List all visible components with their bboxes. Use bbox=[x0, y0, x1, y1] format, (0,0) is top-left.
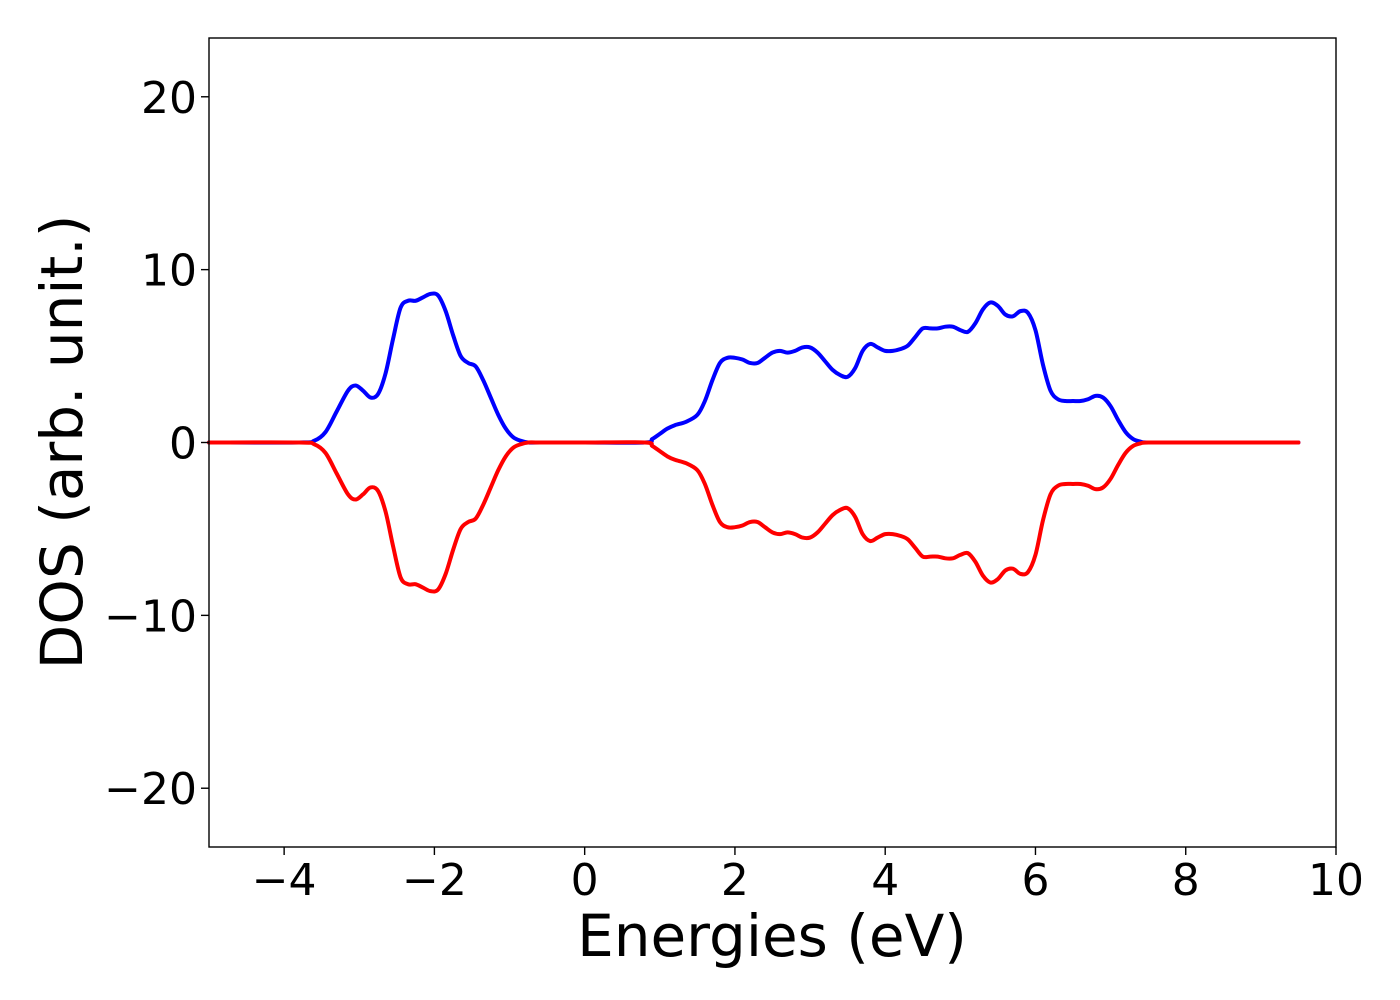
y-axis-label: DOS (arb. unit.) bbox=[28, 215, 96, 670]
x-axis-ticks: −4 −2 0 2 4 6 8 10 bbox=[252, 847, 1364, 906]
series-line-up bbox=[207, 291, 1301, 445]
x-tick-label: 2 bbox=[721, 855, 749, 906]
y-tick-label: −20 bbox=[104, 764, 197, 815]
y-axis-ticks: −20 −10 0 10 20 bbox=[104, 73, 209, 815]
y-tick-label: 10 bbox=[141, 246, 197, 297]
x-tick-label: 4 bbox=[871, 855, 899, 906]
x-tick-label: −4 bbox=[252, 855, 317, 906]
x-tick-label: −2 bbox=[402, 855, 467, 906]
y-tick-label: 0 bbox=[169, 419, 197, 470]
x-tick-label: 10 bbox=[1308, 855, 1364, 906]
y-tick-label: 20 bbox=[141, 73, 197, 124]
x-tick-label: 6 bbox=[1021, 855, 1049, 906]
y-tick-label: −10 bbox=[104, 591, 197, 642]
x-tick-label: 8 bbox=[1172, 855, 1200, 906]
series-line-down bbox=[207, 440, 1301, 594]
series-layer bbox=[207, 291, 1301, 594]
x-axis-label: Energies (eV) bbox=[577, 902, 967, 970]
x-tick-label: 0 bbox=[571, 855, 599, 906]
